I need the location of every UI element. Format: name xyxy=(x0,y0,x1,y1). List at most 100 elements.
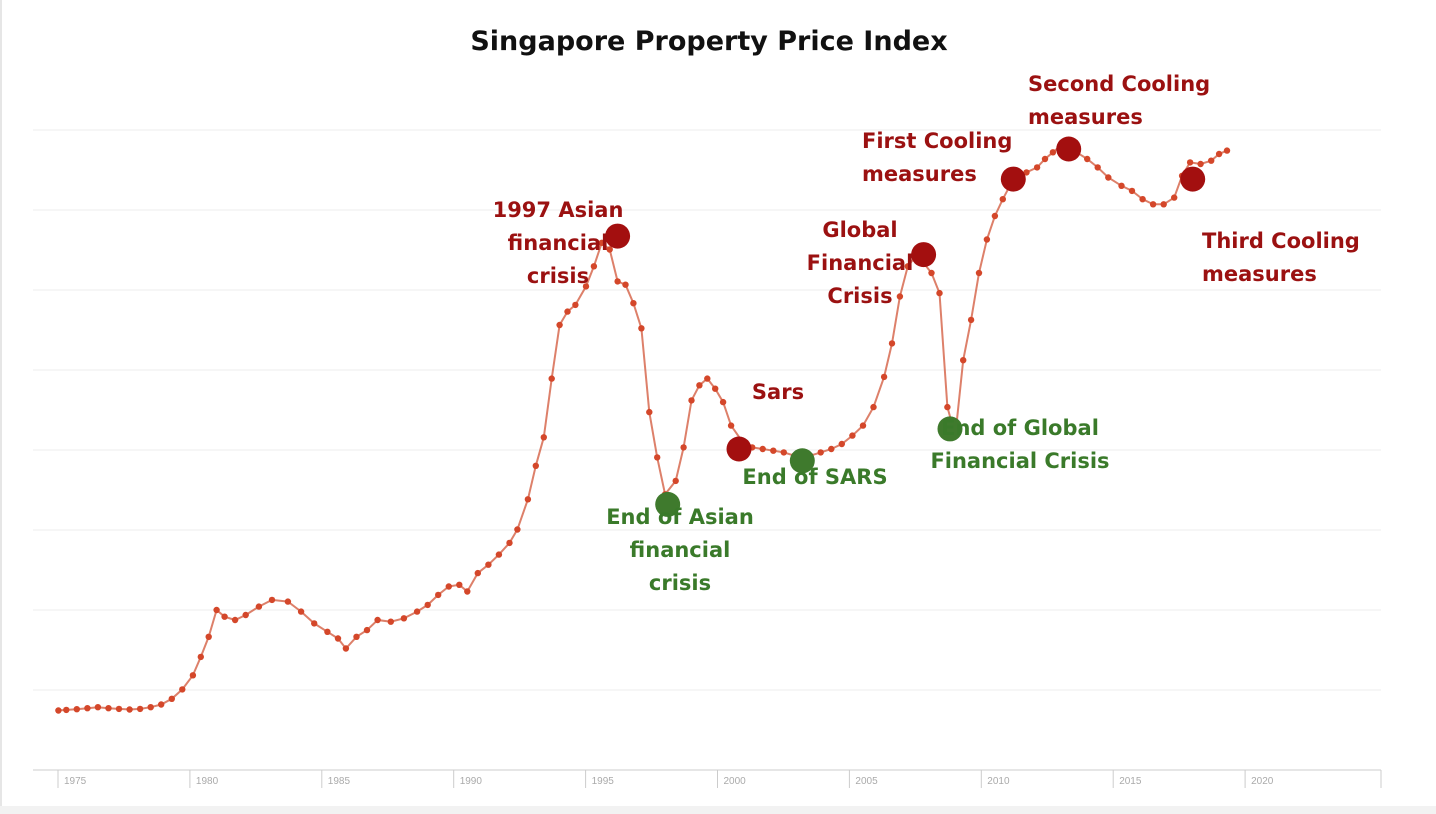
data-point xyxy=(474,569,481,577)
data-point xyxy=(94,704,102,711)
data-point xyxy=(413,608,421,615)
data-point xyxy=(1197,160,1204,168)
data-point xyxy=(1118,182,1125,189)
data-point xyxy=(297,608,305,615)
data-point xyxy=(888,340,896,347)
event-marker xyxy=(789,448,815,474)
data-point xyxy=(1049,149,1057,156)
data-point xyxy=(1160,201,1167,208)
data-point xyxy=(268,596,276,604)
data-point xyxy=(727,422,735,429)
data-point xyxy=(353,633,360,640)
data-point xyxy=(324,628,331,635)
event-marker xyxy=(1000,166,1026,192)
data-point xyxy=(73,706,81,713)
data-point xyxy=(363,626,371,634)
data-point xyxy=(896,293,904,300)
x-tick-label: 1995 xyxy=(592,776,615,787)
data-point xyxy=(464,588,471,595)
data-point xyxy=(205,633,212,640)
data-point xyxy=(646,408,653,416)
data-point xyxy=(1105,174,1112,181)
data-point xyxy=(719,398,727,406)
data-point xyxy=(126,706,133,713)
x-tick-label: 1975 xyxy=(64,776,87,787)
data-point xyxy=(991,212,999,220)
data-point xyxy=(1033,164,1041,171)
data-point xyxy=(983,236,991,243)
data-point xyxy=(622,281,629,288)
data-point xyxy=(696,382,703,389)
data-point xyxy=(712,385,719,392)
x-tick-label: 2005 xyxy=(855,776,878,787)
x-tick-label: 2010 xyxy=(987,776,1010,787)
data-point xyxy=(485,561,492,568)
data-point xyxy=(944,403,951,411)
data-point xyxy=(213,606,220,614)
annotation-label: First Cooling measures xyxy=(862,129,1013,186)
bottom-strip xyxy=(0,806,1436,814)
x-tick-label: 1985 xyxy=(328,776,351,787)
data-point xyxy=(387,618,394,625)
data-point xyxy=(572,301,579,309)
data-point xyxy=(255,603,263,610)
data-point xyxy=(168,695,175,702)
event-marker xyxy=(726,436,752,462)
data-point xyxy=(221,613,228,620)
data-point xyxy=(84,705,91,712)
data-point xyxy=(456,581,463,588)
data-point xyxy=(638,325,645,332)
annotation-label: End of Global Financial Crisis xyxy=(930,416,1110,473)
data-point xyxy=(880,373,888,381)
data-point xyxy=(1023,169,1030,176)
event-marker xyxy=(655,491,681,517)
data-point xyxy=(936,289,943,297)
data-point xyxy=(374,616,381,624)
data-point xyxy=(680,444,687,451)
event-marker xyxy=(1056,136,1082,162)
data-point xyxy=(334,635,342,642)
annotation-label: Third Cooling measures xyxy=(1202,229,1360,286)
data-point xyxy=(614,278,621,285)
data-point xyxy=(838,440,845,448)
data-point xyxy=(548,375,555,382)
data-point xyxy=(1208,157,1215,164)
data-point xyxy=(1186,159,1194,166)
data-point xyxy=(115,705,123,713)
data-point xyxy=(231,616,239,624)
data-point xyxy=(688,397,695,404)
data-point xyxy=(704,375,711,382)
data-point xyxy=(400,615,408,622)
data-point xyxy=(147,704,154,711)
x-tick-label: 1990 xyxy=(460,776,483,787)
event-marker xyxy=(911,242,937,268)
data-point xyxy=(817,449,824,456)
data-point xyxy=(564,308,571,315)
data-point xyxy=(828,445,835,453)
data-point xyxy=(759,445,766,453)
annotation-label: End of Asian financial crisis xyxy=(606,505,754,595)
data-point xyxy=(189,672,197,679)
data-point xyxy=(136,705,144,713)
data-point xyxy=(904,263,911,270)
x-tick-label: 2000 xyxy=(724,776,747,787)
data-point xyxy=(311,620,318,627)
x-tick-label: 2015 xyxy=(1119,776,1142,787)
data-point xyxy=(105,705,112,712)
data-point xyxy=(1149,201,1157,208)
data-point xyxy=(1223,147,1231,154)
data-point xyxy=(630,300,637,307)
data-point xyxy=(556,321,563,329)
data-point xyxy=(179,686,186,693)
data-point xyxy=(63,706,70,714)
data-point xyxy=(975,269,983,277)
data-point xyxy=(284,598,292,605)
data-point xyxy=(870,403,877,411)
data-point xyxy=(524,496,532,503)
data-point xyxy=(770,447,777,454)
annotation-label: 1997 Asian financial crisis xyxy=(492,198,624,288)
data-point xyxy=(435,591,442,599)
